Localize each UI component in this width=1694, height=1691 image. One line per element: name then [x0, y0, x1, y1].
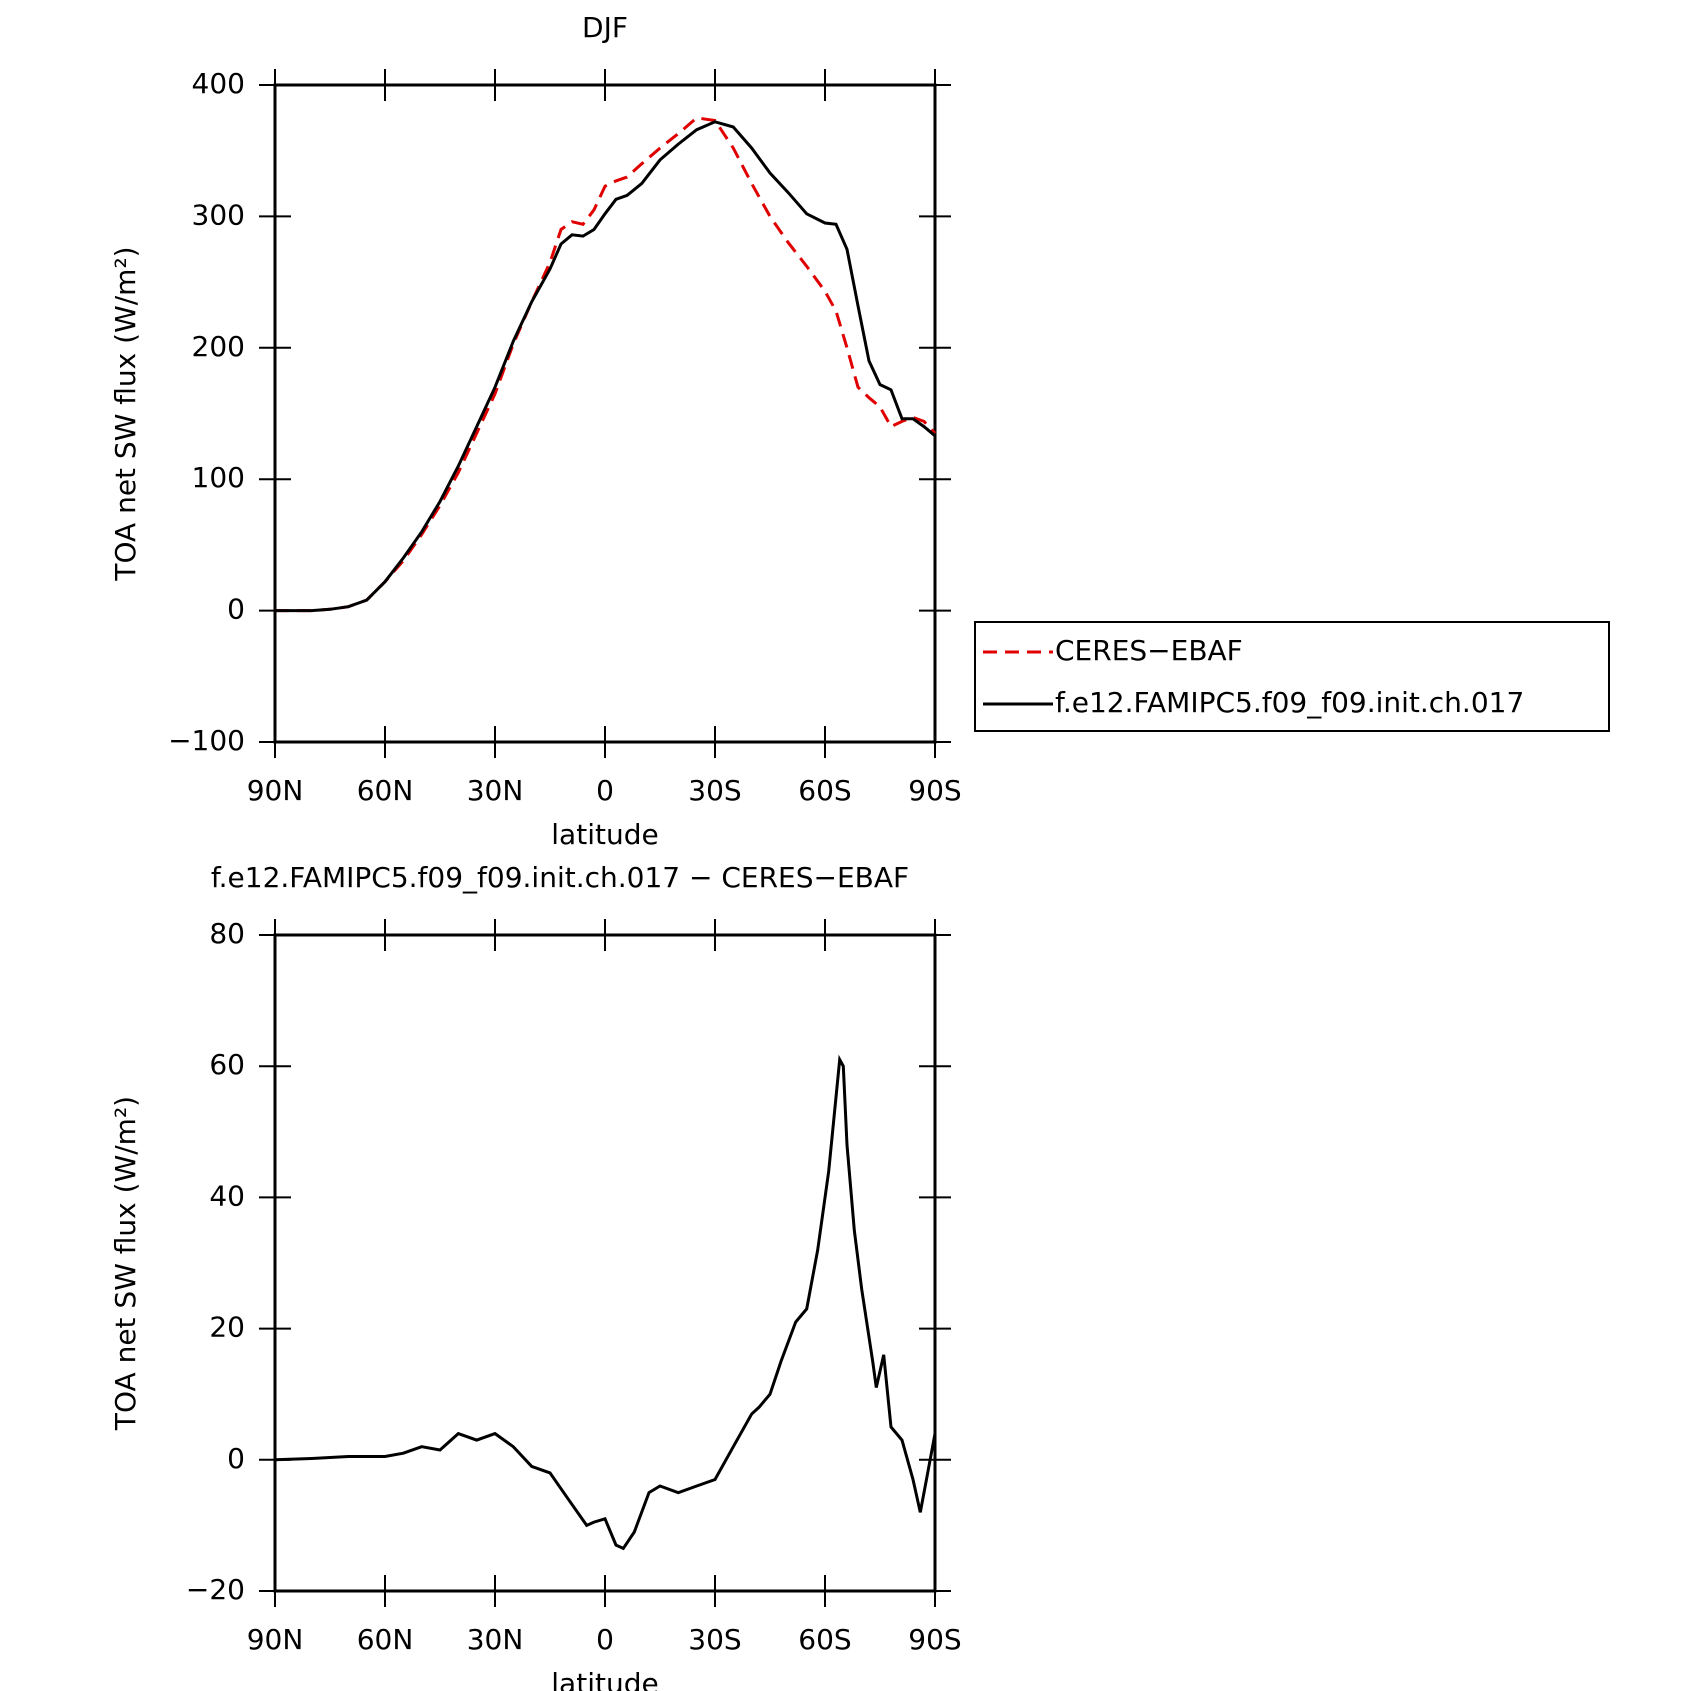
y-tick-label: 0 [227, 1442, 245, 1475]
legend-box [974, 621, 1610, 732]
x-tick-label: 30S [688, 1623, 741, 1656]
legend-label: CERES−EBAF [1055, 634, 1243, 667]
x-tick-label: 30S [688, 774, 741, 807]
y-tick-label: 100 [192, 461, 245, 494]
y-tick-label: −20 [186, 1573, 245, 1606]
x-tick-label: 60S [798, 774, 851, 807]
plot-frame [273, 83, 937, 744]
x-axis-label: latitude [551, 1667, 658, 1691]
x-tick-label: 90S [908, 774, 961, 807]
y-axis-label: TOA net SW flux (W/m²) [109, 1096, 142, 1431]
y-tick-label: 20 [209, 1311, 245, 1344]
y-axis-label: TOA net SW flux (W/m²) [109, 246, 142, 581]
data-line [275, 116, 937, 613]
data-line [274, 1054, 937, 1551]
x-tick-label: 60N [357, 1623, 414, 1656]
y-tick-label: 200 [192, 330, 245, 363]
legend-label: f.e12.FAMIPC5.f09_f09.init.ch.017 [1055, 686, 1524, 719]
x-tick-label: 60S [798, 1623, 851, 1656]
data-line [275, 120, 936, 613]
y-tick-label: 80 [209, 917, 245, 950]
x-axis-label: latitude [551, 818, 658, 851]
y-tick-label: 60 [209, 1048, 245, 1081]
plot-frame [273, 933, 937, 1593]
x-tick-label: 90N [247, 774, 304, 807]
x-tick-label: 0 [596, 774, 614, 807]
chart-title: DJF [582, 11, 628, 44]
y-tick-label: 300 [192, 198, 245, 231]
y-tick-label: 400 [192, 67, 245, 100]
x-tick-label: 30N [467, 1623, 524, 1656]
x-tick-label: 60N [357, 774, 414, 807]
chart-title: f.e12.FAMIPC5.f09_f09.init.ch.017 − CERE… [211, 861, 909, 894]
x-tick-label: 90S [908, 1623, 961, 1656]
y-tick-label: 40 [209, 1179, 245, 1212]
y-tick-label: 0 [227, 593, 245, 626]
x-tick-label: 0 [596, 1623, 614, 1656]
x-tick-label: 90N [247, 1623, 304, 1656]
x-tick-label: 30N [467, 774, 524, 807]
y-tick-label: −100 [168, 724, 245, 757]
